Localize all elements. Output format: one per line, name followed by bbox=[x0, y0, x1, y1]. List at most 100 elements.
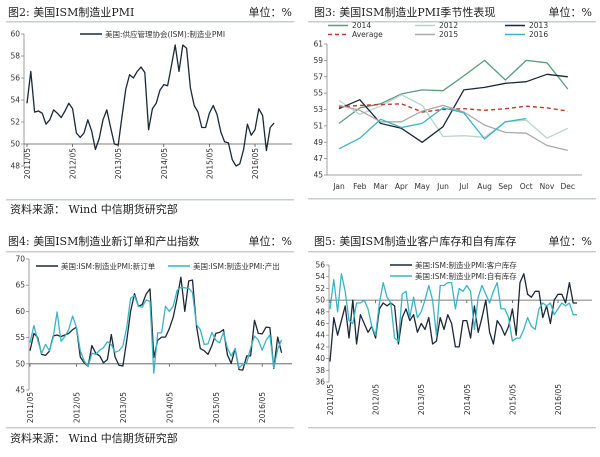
y-tick-label: 54 bbox=[10, 96, 20, 105]
series-line-1 bbox=[27, 45, 274, 166]
x-tick-label: 2015/05 bbox=[212, 392, 221, 423]
chart4-footer-rule bbox=[6, 427, 294, 429]
chart2-unit: 单位：% bbox=[249, 5, 292, 19]
chart2-plot: 48 50 52 54 56 58 60 2011/05 2012/05 2013/05 2014/… bbox=[10, 29, 292, 179]
x-tick-label: 2016/05 bbox=[251, 148, 260, 179]
legend-label: Average bbox=[352, 30, 383, 39]
y-tick-label: 48 bbox=[10, 162, 20, 171]
x-tick-label: Apr bbox=[395, 182, 409, 191]
x-tick-label: 2016/05 bbox=[554, 384, 563, 415]
chart5-title: 图5: 美国ISM制造业客户库存和自有库存 bbox=[314, 234, 516, 248]
legend-label: 美国:供应管理协会(ISM):制造业PMI bbox=[105, 29, 225, 39]
chart3-footer-rule bbox=[308, 198, 596, 200]
x-tick-label: Jan bbox=[332, 182, 345, 191]
x-tick-label: 2014/05 bbox=[165, 392, 174, 423]
legend-label: 美国:ISM:制造业PMI:自有库存 bbox=[415, 271, 517, 281]
x-tick-label: Feb bbox=[353, 182, 367, 191]
x-tick-label: Jun bbox=[436, 182, 449, 191]
x-tick-label: 2011/05 bbox=[23, 148, 32, 179]
y-tick-label: 52 bbox=[10, 118, 20, 127]
y-tick-label: 45 bbox=[313, 171, 323, 180]
y-tick-label: 54 bbox=[315, 272, 325, 281]
chart2-title: 图2: 美国ISM制造业PMI bbox=[8, 5, 134, 19]
y-tick-label: 55 bbox=[313, 89, 323, 98]
y-tick-label: 46 bbox=[315, 319, 325, 328]
y-tick-label: 48 bbox=[315, 307, 325, 316]
x-tick-label: 2012/05 bbox=[372, 384, 381, 415]
y-tick-label: 38 bbox=[315, 366, 325, 375]
legend-label: 美国:ISM:制造业PMI:新订单 bbox=[61, 261, 156, 271]
y-tick-label: 55 bbox=[15, 333, 25, 342]
y-tick-label: 56 bbox=[10, 74, 20, 83]
series-line-5 bbox=[339, 105, 568, 150]
y-tick-label: 47 bbox=[313, 154, 323, 163]
x-tick-label: Oct bbox=[520, 182, 533, 191]
x-tick-label: 2012/05 bbox=[72, 392, 81, 423]
x-tick-label: 2014/05 bbox=[463, 384, 472, 415]
x-tick-label: Sep bbox=[498, 182, 512, 191]
x-tick-label: 2016/05 bbox=[258, 392, 267, 423]
series-line-2 bbox=[339, 95, 568, 138]
y-tick-label: 40 bbox=[315, 354, 325, 363]
x-tick-label: Mar bbox=[374, 182, 389, 191]
y-tick-label: 61 bbox=[313, 40, 323, 49]
y-tick-label: 53 bbox=[313, 105, 323, 114]
legend-label: 2016 bbox=[529, 30, 548, 39]
chart5-footer-rule bbox=[308, 427, 596, 429]
chart5-unit: 单位：% bbox=[549, 234, 592, 248]
x-tick-label: 2013/05 bbox=[119, 392, 128, 423]
x-tick-label: May bbox=[414, 182, 430, 191]
y-tick-label: 36 bbox=[315, 378, 325, 387]
y-tick-label: 44 bbox=[315, 331, 325, 340]
legend-label: 美国:ISM:制造业PMI:产出 bbox=[193, 261, 280, 271]
chart4-unit: 单位：% bbox=[249, 234, 292, 248]
chart5-header-rule bbox=[308, 251, 596, 253]
y-tick-label: 60 bbox=[15, 307, 25, 316]
x-tick-label: Dec bbox=[561, 182, 576, 191]
y-tick-label: 59 bbox=[313, 56, 323, 65]
chart3-title: 图3: 美国ISM制造业PMI季节性表现 bbox=[314, 5, 495, 19]
chart5-plot: 36 38 40 42 44 46 48 50 52 54 56 2011/05 2012/05 2013… bbox=[315, 260, 592, 415]
series-line-2 bbox=[30, 287, 282, 373]
x-tick-label: 2011/05 bbox=[326, 384, 335, 415]
chart3-unit: 单位：% bbox=[549, 5, 592, 19]
x-tick-label: Nov bbox=[540, 182, 555, 191]
chart4-source: 资料来源： Wind 中信期货研究部 bbox=[10, 431, 178, 445]
y-tick-label: 50 bbox=[10, 140, 20, 149]
y-tick-label: 50 bbox=[315, 296, 325, 305]
y-tick-label: 52 bbox=[315, 284, 325, 293]
y-tick-label: 50 bbox=[15, 359, 25, 368]
chart4-header-rule bbox=[6, 251, 294, 253]
y-tick-label: 56 bbox=[315, 261, 325, 270]
chart2-source: 资料来源： Wind 中信期货研究部 bbox=[10, 202, 178, 216]
y-tick-label: 58 bbox=[10, 52, 20, 61]
y-tick-label: 70 bbox=[15, 255, 25, 264]
y-tick-label: 60 bbox=[10, 30, 20, 39]
y-tick-label: 42 bbox=[315, 342, 325, 351]
y-tick-label: 57 bbox=[313, 72, 323, 81]
series-line-1 bbox=[339, 60, 568, 123]
legend-label: 美国:ISM:制造业PMI:客户库存 bbox=[415, 260, 517, 270]
x-tick-label: Aug bbox=[477, 182, 492, 191]
x-tick-label: 2012/05 bbox=[69, 148, 78, 179]
x-tick-label: 2015/05 bbox=[205, 148, 214, 179]
legend-label: 2015 bbox=[439, 30, 458, 39]
y-tick-label: 45 bbox=[15, 386, 25, 395]
x-tick-label: Jul bbox=[458, 182, 468, 191]
x-tick-label: 2013/05 bbox=[114, 148, 123, 179]
chart2-header-rule bbox=[6, 21, 294, 23]
chart4-title: 图4: 美国ISM制造业新订单和产出指数 bbox=[8, 234, 199, 248]
legend-label: 2014 bbox=[352, 21, 371, 30]
chart2-footer-rule bbox=[6, 199, 294, 201]
x-tick-label: 2014/05 bbox=[160, 148, 169, 179]
x-tick-label: 2015/05 bbox=[508, 384, 517, 415]
legend-label: 2013 bbox=[529, 21, 548, 30]
legend-label: 2012 bbox=[439, 21, 458, 30]
x-tick-label: 2011/05 bbox=[26, 392, 35, 423]
series-line-1 bbox=[330, 274, 577, 362]
x-tick-label: 2013/05 bbox=[417, 384, 426, 415]
y-tick-label: 51 bbox=[313, 121, 323, 130]
